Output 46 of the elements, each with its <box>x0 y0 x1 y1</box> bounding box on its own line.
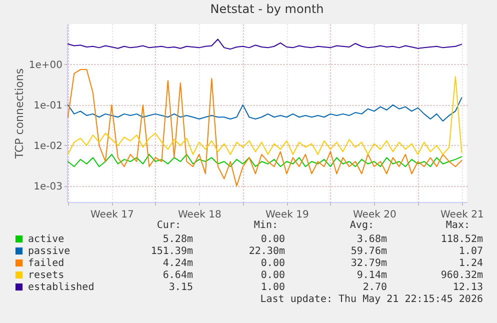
x-tick-label: Week 20 <box>353 210 396 220</box>
legend-label: established <box>28 282 94 293</box>
text: 59.76m <box>350 246 387 258</box>
x-tick-label: Week 21 <box>440 210 484 220</box>
y-tick-label: 1e-02 <box>34 140 62 152</box>
text: 3.68m <box>356 234 387 246</box>
x-tick-label: Week 17 <box>90 210 134 220</box>
text: 2.70 <box>362 282 387 294</box>
chart-title: Netstat - by month <box>210 2 324 16</box>
legend-label: passive <box>28 246 70 257</box>
text: 5.28m <box>162 234 193 246</box>
text: 960.32m <box>440 270 483 282</box>
y-tick-label: 1e+00 <box>28 60 62 71</box>
text: 9.14m <box>356 270 387 282</box>
text: 22.30m <box>248 246 285 258</box>
text: 0.00 <box>260 234 285 246</box>
text: Min: <box>254 220 278 232</box>
text: 6.64m <box>162 270 193 282</box>
text: 1.24 <box>458 258 483 270</box>
x-tick-label: Week 19 <box>266 210 309 220</box>
text: 151.39m <box>150 246 193 258</box>
text: Last update: Thu May 21 22:15:45 2026 <box>260 294 483 306</box>
line-series <box>67 38 462 50</box>
y-axis-title: TCP connections <box>12 68 26 160</box>
y-tick-label: 1e-01 <box>34 100 62 112</box>
line-series <box>67 69 462 186</box>
text: 3.15 <box>168 282 193 294</box>
x-tick-label: Week 18 <box>178 210 222 220</box>
text: Max: <box>446 220 470 232</box>
text: Cur: <box>156 220 181 232</box>
line-series <box>67 76 462 155</box>
text: 1.07 <box>458 246 483 258</box>
y-tick-label: 1e-03 <box>34 181 62 192</box>
legend-label: failed <box>28 258 64 269</box>
text: Avg: <box>350 220 374 232</box>
line-series <box>67 154 462 168</box>
text: 32.79m <box>350 258 387 270</box>
text: 0.00 <box>260 270 285 282</box>
text: 118.52m <box>440 234 483 246</box>
text: 12.13 <box>452 282 483 294</box>
text: 4.24m <box>162 258 193 270</box>
text: 0.00 <box>260 258 285 270</box>
text: 1.00 <box>260 282 285 294</box>
line-series <box>67 97 462 122</box>
legend-label: active <box>28 234 64 245</box>
legend-label: resets <box>28 270 64 281</box>
